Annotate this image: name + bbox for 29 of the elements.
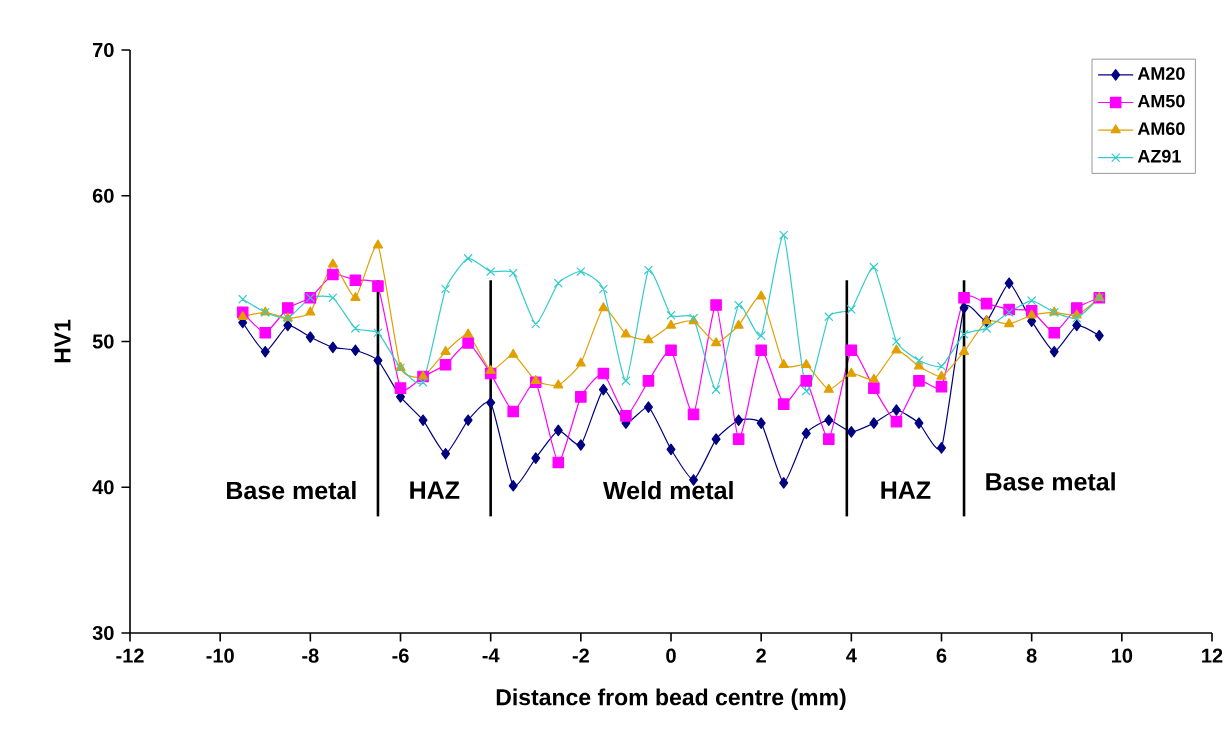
annotation: HAZ: [410, 481, 460, 499]
legend-label: AM60: [1137, 122, 1185, 136]
y-tick-label: 30: [92, 625, 114, 641]
annotation: Weld metal: [603, 480, 733, 500]
x-tick-label: -4: [482, 648, 500, 663]
x-tick-label: -2: [572, 648, 589, 663]
y-tick-label: 50: [92, 334, 114, 349]
x-tick-label: 12: [1202, 648, 1223, 663]
legend-label: AM20: [1137, 67, 1185, 80]
legend-label: AZ91: [1137, 149, 1181, 163]
x-tick-label: -12: [116, 648, 144, 663]
x-tick-label: 4: [846, 648, 857, 663]
annotation: Base metal: [227, 480, 356, 500]
x-tick-label: 0: [666, 648, 676, 663]
x-tick-label: -10: [206, 648, 234, 663]
legend-label: AM50: [1137, 94, 1185, 108]
y-tick-label: 40: [92, 480, 114, 495]
y-tick-label: 60: [92, 188, 114, 203]
x-tick-label: 2: [756, 648, 766, 663]
annotation: HAZ: [881, 481, 931, 499]
x-tick-label: 10: [1111, 648, 1133, 663]
annotation: Base metal: [986, 472, 1115, 491]
x-tick-label: 6: [936, 648, 947, 663]
x-tick-label: 8: [1026, 648, 1037, 663]
y-tick-label: 70: [93, 42, 114, 58]
y-axis-title: HV1: [54, 319, 71, 363]
x-tick-label: -6: [392, 648, 409, 663]
x-tick-label: -8: [302, 648, 319, 663]
x-axis-title: Distance from bead centre (mm): [496, 688, 846, 710]
